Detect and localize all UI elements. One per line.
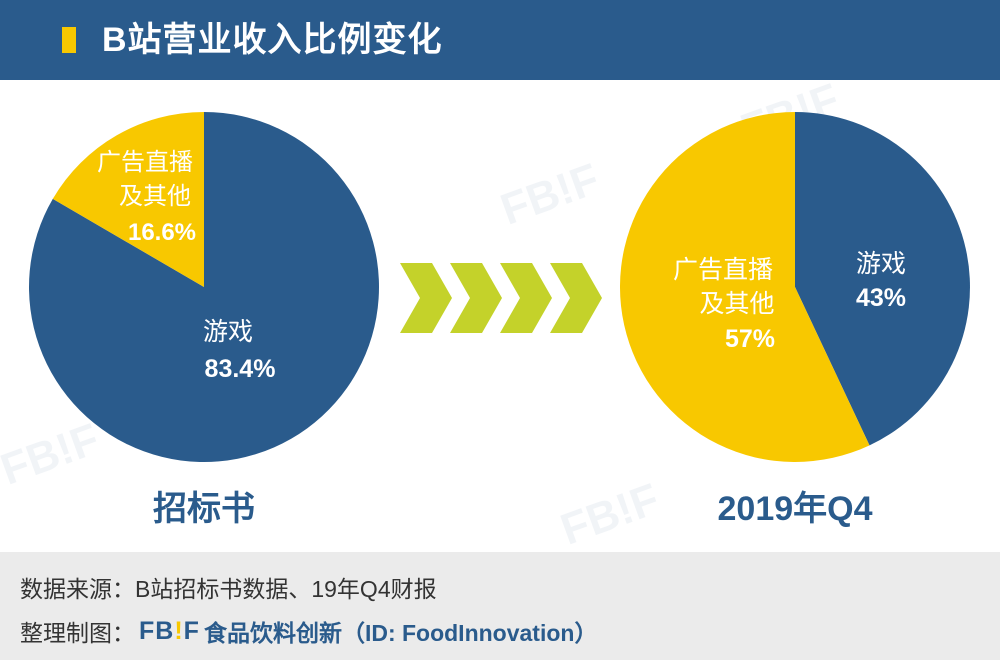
maker-label: 整理制图： [20,620,135,646]
pie-caption-left: 招标书 [153,490,255,528]
chevron-arrow [400,263,452,333]
pie-chart-right: 游戏 43% 广告直播 及其他 57% 2019年Q4 [619,112,970,528]
slice-value-ads: 16.6% [128,219,196,246]
source-line: 数据来源：B站招标书数据、19年Q4财报 [20,570,437,604]
title-accent-bar [62,27,76,53]
pie-slice-ads-left [52,112,205,287]
slice-value-ads: 57% [725,325,775,353]
chevron-arrow [450,263,502,333]
maker-line: 整理制图： FB!F 食品饮料创新（ID: FoodInnovation） [20,614,597,648]
logo-text-f: F [183,616,200,645]
pie-slice-ads-right [619,112,870,462]
slice-label-game: 游戏 [856,250,906,278]
page-title: B站营业收入比例变化 [102,21,443,59]
logo-text-fb: FB [139,616,175,645]
slice-label-game: 游戏 [203,318,253,346]
slice-label-ads-line1: 广告直播 [673,256,773,284]
pie-caption-right: 2019年Q4 [718,490,873,528]
footer: 数据来源：B站招标书数据、19年Q4财报 整理制图： FB!F 食品饮料创新（I… [0,552,1000,660]
slice-label-ads-line2: 及其他 [699,290,774,318]
header-bar: B站营业收入比例变化 [0,0,1000,80]
fbif-logo: FB!F [139,617,200,646]
source-label: 数据来源： [20,576,135,602]
source-text: B站招标书数据、19年Q4财报 [135,576,437,602]
chevron-arrow [500,263,552,333]
logo-text-bang: ! [174,616,184,645]
maker-text: 食品饮料创新（ID: FoodInnovation） [203,620,598,646]
slice-value-game: 43% [856,284,906,312]
pie-slice-game-left [28,112,379,462]
chevron-arrow [550,263,602,333]
slice-value-game: 83.4% [205,355,276,383]
pie-chart-left: 广告直播 及其他 16.6% 游戏 83.4% 招标书 [28,112,379,528]
transition-arrows [400,263,602,333]
pie-slice-game-right [795,112,970,446]
slice-label-ads-line2: 及其他 [119,183,191,210]
slice-label-ads-line1: 广告直播 [97,149,193,176]
pie-charts-svg: 广告直播 及其他 16.6% 游戏 83.4% 招标书 游戏 43% 广告直播 … [28,112,970,528]
